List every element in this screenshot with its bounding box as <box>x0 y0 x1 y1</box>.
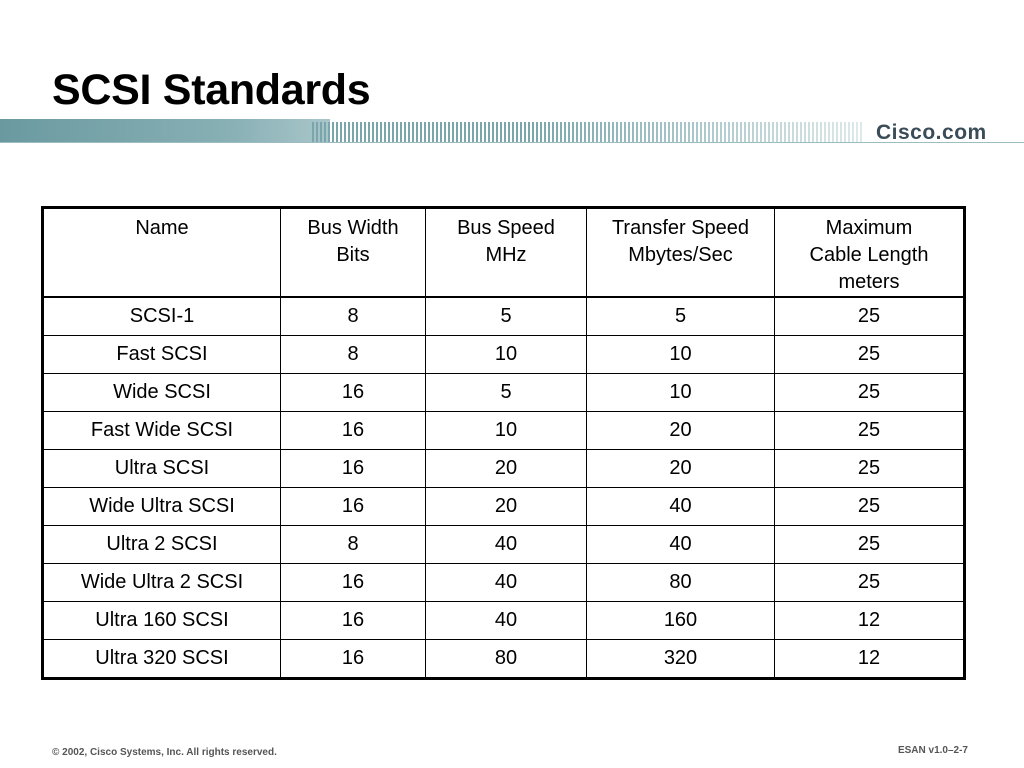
slide-title: SCSI Standards <box>52 66 371 114</box>
cell-cable-length: 25 <box>774 296 965 336</box>
cell-bus-speed: 5 <box>425 296 587 336</box>
cell-name: Ultra 160 SCSI <box>42 601 281 640</box>
cell-transfer-speed: 160 <box>586 601 775 640</box>
cell-transfer-speed: 320 <box>586 639 775 679</box>
cell-cable-length: 25 <box>774 487 965 526</box>
cell-bus-width: 16 <box>280 373 426 412</box>
cell-bus-width: 16 <box>280 563 426 602</box>
cell-transfer-speed: 40 <box>586 525 775 564</box>
scsi-table-container: Name Bus Width Bits Bus Speed MHz Transf… <box>41 206 966 680</box>
cell-bus-speed: 5 <box>425 373 587 412</box>
cell-bus-width: 16 <box>280 487 426 526</box>
cell-transfer-speed: 80 <box>586 563 775 602</box>
cell-cable-length: 25 <box>774 335 965 374</box>
cell-name: SCSI-1 <box>42 296 281 336</box>
cell-cable-length: 12 <box>774 639 965 679</box>
header-line: meters <box>838 271 900 293</box>
cell-cable-length: 25 <box>774 373 965 412</box>
table-row: Ultra 160 SCSI 16 40 160 12 <box>42 601 965 640</box>
cell-name: Ultra SCSI <box>42 449 281 488</box>
table-row: Fast Wide SCSI 16 10 20 25 <box>42 411 965 450</box>
cell-transfer-speed: 10 <box>586 335 775 374</box>
header-line: Bits <box>336 244 370 266</box>
cell-bus-speed: 40 <box>425 601 587 640</box>
header-line: MHz <box>485 244 527 266</box>
footer-copyright: © 2002, Cisco Systems, Inc. All rights r… <box>52 747 277 758</box>
cell-bus-speed: 40 <box>425 563 587 602</box>
table-row: Ultra 2 SCSI 8 40 40 25 <box>42 525 965 564</box>
cell-cable-length: 25 <box>774 525 965 564</box>
cell-name: Wide Ultra 2 SCSI <box>42 563 281 602</box>
cell-bus-speed: 80 <box>425 639 587 679</box>
cell-bus-speed: 10 <box>425 411 587 450</box>
title-bar-line <box>0 142 1024 143</box>
cell-cable-length: 25 <box>774 411 965 450</box>
cell-bus-speed: 40 <box>425 525 587 564</box>
table-row: Ultra SCSI 16 20 20 25 <box>42 449 965 488</box>
cell-name: Wide Ultra SCSI <box>42 487 281 526</box>
cell-name: Fast SCSI <box>42 335 281 374</box>
cell-transfer-speed: 5 <box>586 296 775 336</box>
cell-bus-width: 16 <box>280 449 426 488</box>
header-line: Transfer Speed <box>611 217 750 239</box>
cell-cable-length: 25 <box>774 563 965 602</box>
cell-bus-width: 16 <box>280 601 426 640</box>
header-line: Mbytes/Sec <box>628 244 733 266</box>
table-row: Wide SCSI 16 5 10 25 <box>42 373 965 412</box>
cell-transfer-speed: 20 <box>586 449 775 488</box>
cell-name: Fast Wide SCSI <box>42 411 281 450</box>
header-line: Maximum <box>825 217 913 239</box>
header-bus-speed: Bus Speed MHz <box>425 207 587 298</box>
cell-transfer-speed: 10 <box>586 373 775 412</box>
cell-bus-speed: 10 <box>425 335 587 374</box>
cell-bus-speed: 20 <box>425 487 587 526</box>
header-transfer-speed: Transfer Speed Mbytes/Sec <box>586 207 775 298</box>
title-bar-decoration <box>0 119 1024 143</box>
header-name: Name <box>42 207 281 298</box>
title-bar-solid <box>0 119 330 143</box>
footer-slide-id: ESAN v1.0–2-7 <box>897 745 968 756</box>
table-header-row: Name Bus Width Bits Bus Speed MHz Transf… <box>42 207 965 298</box>
cell-bus-width: 8 <box>280 296 426 336</box>
cell-bus-width: 16 <box>280 411 426 450</box>
header-line: Bus Width <box>307 217 399 239</box>
cell-bus-speed: 20 <box>425 449 587 488</box>
cell-cable-length: 25 <box>774 449 965 488</box>
header-bus-width: Bus Width Bits <box>280 207 426 298</box>
scsi-standards-table: Name Bus Width Bits Bus Speed MHz Transf… <box>41 206 966 680</box>
cell-bus-width: 8 <box>280 525 426 564</box>
title-bar-stripes <box>312 122 862 142</box>
table-row: Fast SCSI 8 10 10 25 <box>42 335 965 374</box>
table-row: SCSI-1 8 5 5 25 <box>42 296 965 336</box>
cell-cable-length: 12 <box>774 601 965 640</box>
cell-name: Wide SCSI <box>42 373 281 412</box>
cisco-logo: Cisco.com <box>876 121 987 144</box>
table-row: Wide Ultra SCSI 16 20 40 25 <box>42 487 965 526</box>
table-row: Wide Ultra 2 SCSI 16 40 80 25 <box>42 563 965 602</box>
cell-name: Ultra 2 SCSI <box>42 525 281 564</box>
cell-bus-width: 8 <box>280 335 426 374</box>
cell-transfer-speed: 20 <box>586 411 775 450</box>
cell-name: Ultra 320 SCSI <box>42 639 281 679</box>
header-line: Bus Speed <box>457 217 555 239</box>
header-line: Cable Length <box>809 244 929 266</box>
cell-bus-width: 16 <box>280 639 426 679</box>
header-max-cable-length: Maximum Cable Length meters <box>774 207 965 298</box>
cell-transfer-speed: 40 <box>586 487 775 526</box>
table-row: Ultra 320 SCSI 16 80 320 12 <box>42 639 965 679</box>
header-line: Name <box>135 217 189 239</box>
